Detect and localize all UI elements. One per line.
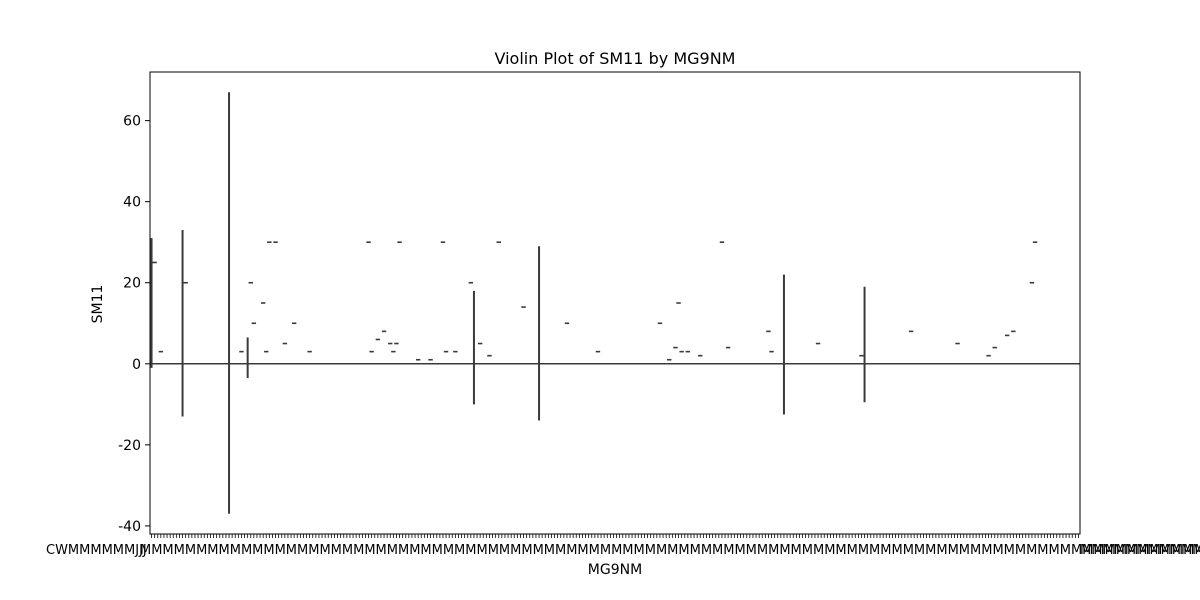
y-tick-label: -20 — [118, 438, 141, 454]
value-marks — [152, 241, 1038, 361]
x-axis-label: MG9NM — [588, 562, 642, 578]
y-tick-label: 60 — [123, 114, 141, 130]
x-axis — [151, 534, 1079, 538]
svg-text:MMMMMMMMMMMMAA: MMMMMMMMMMMMAA — [1080, 543, 1200, 558]
y-axis: -40 -20 0 20 40 60 — [118, 114, 150, 535]
svg-text:CWMMMMMMJJJ: CWMMMMMMJJJ — [46, 543, 147, 558]
plot-frame — [149, 71, 1081, 535]
y-tick-label: 40 — [123, 195, 141, 211]
y-tick-label: 0 — [132, 357, 141, 373]
x-tick-labels-overlapping: CWMMMMMMJJJ MMMMMMMMMMMMMMMMMMMMMMMMMMMM… — [46, 543, 1200, 558]
y-tick-label: 20 — [123, 276, 141, 292]
y-tick-label: -40 — [118, 519, 141, 535]
svg-text:MMMMMMMMMMMMMMMMMMMMMMMMMMMMMM: MMMMMMMMMMMMMMMMMMMMMMMMMMMMMMMMMMMMMMMM… — [140, 543, 1200, 558]
y-axis-label: SM11 — [90, 285, 106, 324]
chart-title: Violin Plot of SM11 by MG9NM — [495, 49, 736, 68]
violin-group — [150, 92, 866, 514]
